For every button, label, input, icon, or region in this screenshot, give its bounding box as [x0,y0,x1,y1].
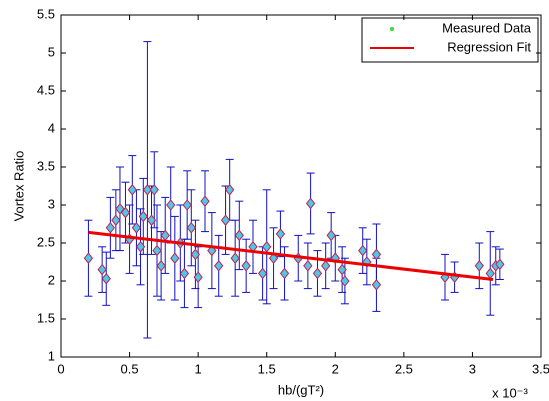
y-tick-label: 1 [48,348,55,363]
legend-box [361,17,539,63]
x-tick-label: 3.5 [532,361,549,376]
data-point [182,199,192,211]
data-point [120,206,131,219]
data-point [371,248,382,261]
data-point [358,244,368,257]
axes-box [60,14,542,358]
data-point [234,229,244,242]
y-tick-label: 1.5 [37,310,55,325]
y-tick-label: 2 [48,272,55,287]
data-point [230,252,240,265]
y-axis-label: Vortex Ratio [11,151,26,222]
data-point [312,267,323,280]
data-point [142,183,153,196]
data-point [305,197,316,210]
x-tick-label: 3 [469,361,476,376]
y-tick-label: 2.5 [37,234,55,249]
data-point [193,271,203,284]
legend-label: Regression Fit [447,39,531,54]
data-point [101,272,111,285]
data-point [135,240,146,253]
data-point [166,199,176,211]
x-tick-label: 2 [332,361,339,376]
data-point [111,214,121,227]
data-point [268,252,279,265]
x-tick-label: 0.5 [121,361,139,376]
data-point [83,252,94,265]
data-point [200,195,210,208]
data-point [371,278,382,291]
y-tick-label: 5.5 [37,6,55,21]
data-point [97,263,107,276]
data-point [337,263,347,276]
y-tick-label: 4.5 [37,82,55,97]
plot-layer [83,41,505,339]
y-tick-label: 5 [48,44,55,59]
regression-line [88,230,494,281]
data-point [190,248,201,261]
data-point [321,259,331,272]
legend: Measured Data Regression Fit [361,17,539,63]
data-point [326,229,336,242]
data-point [156,259,166,272]
data-point [225,183,235,196]
data-point [275,228,286,240]
data-point [474,259,484,272]
data-point [149,183,159,196]
data-point [186,221,196,234]
data-point [214,259,224,272]
x-tick-label: 1.5 [258,361,276,376]
x-tick-label: 2.5 [395,361,413,376]
data-point [138,210,148,223]
data-point [179,267,190,280]
x-tick-label: 0 [57,361,64,376]
y-tick-label: 4 [48,120,55,135]
data-point [170,252,180,265]
data-point [340,275,350,287]
data-point [257,267,268,280]
plot-area [61,15,541,357]
data-point [279,267,290,280]
data-point [303,259,313,272]
data-point [105,221,116,234]
data-point [131,221,142,234]
x-tick-label: 1 [195,361,202,376]
data-point [152,244,162,257]
x-axis-label: hb/(gT²) [278,382,324,397]
data-point [241,259,251,272]
legend-label: Measured Data [442,20,532,35]
legend-marker [390,27,394,31]
data-point [495,258,505,271]
data-point [220,214,231,227]
y-tick-label: 3.5 [37,158,55,173]
data-point [127,183,137,196]
data-point [146,214,157,227]
y-tick-label: 3 [48,196,55,211]
x-exponent: x 10⁻³ [492,385,528,400]
